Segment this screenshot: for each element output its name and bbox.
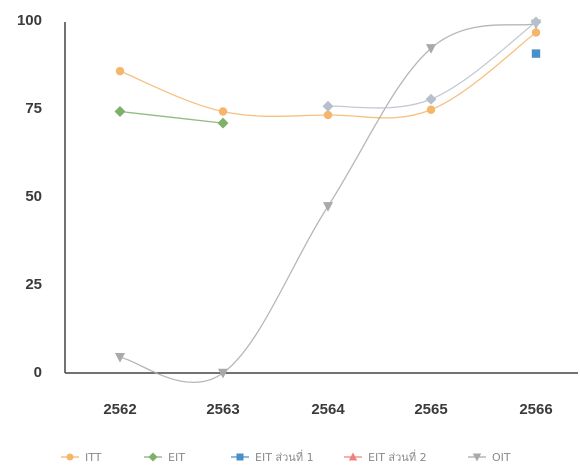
legend-label: ITT: [85, 451, 102, 464]
legend-marker: [148, 452, 158, 462]
legend-marker: [66, 453, 74, 461]
y-tick-label: 25: [25, 276, 42, 293]
x-tick-label: 2564: [311, 401, 345, 418]
legend-item[interactable]: EIT ส่วนที่ 2: [344, 449, 427, 464]
legend-item[interactable]: ITT: [61, 451, 102, 464]
data-point: [426, 105, 436, 114]
legend-item[interactable]: OIT: [468, 451, 511, 464]
legend-label: EIT ส่วนที่ 1: [255, 449, 314, 464]
legend-item[interactable]: EIT: [144, 451, 185, 464]
legend-marker: [348, 452, 358, 461]
legend: ITT EIT EIT ส่วนที่ 1 EIT ส่วนที่ 2 OIT: [61, 449, 511, 464]
data-point: [322, 100, 334, 112]
series-markers: [114, 16, 542, 379]
legend-label: EIT ส่วนที่ 2: [368, 449, 427, 464]
data-point: [114, 353, 126, 363]
data-point: [115, 66, 125, 76]
legend-marker: [236, 453, 244, 461]
y-tick-label: 0: [34, 364, 42, 381]
data-point: [425, 44, 437, 54]
legend-label: EIT: [168, 451, 185, 464]
data-point: [218, 107, 228, 116]
axes: [64, 22, 578, 374]
legend-label: OIT: [492, 451, 511, 464]
data-point: [322, 202, 334, 212]
legend-item[interactable]: EIT ส่วนที่ 1: [231, 449, 314, 464]
x-tick-label: 2565: [414, 401, 447, 418]
data-point: [530, 16, 542, 28]
data-point: [114, 106, 126, 117]
x-tick-label: 2562: [103, 401, 136, 418]
y-tick-label: 75: [25, 100, 42, 117]
data-point: [531, 28, 541, 37]
data-point: [425, 93, 437, 105]
y-tick-label: 100: [17, 12, 42, 29]
data-point: [323, 110, 333, 120]
series-line: [119, 110, 224, 124]
y-tick-label: 50: [25, 188, 42, 205]
data-point: [531, 49, 541, 58]
data-point: [217, 368, 229, 379]
x-tick-labels: 2562 2563 2564 2565 2566: [103, 401, 552, 418]
data-point: [217, 117, 229, 129]
legend-marker: [472, 453, 482, 462]
x-tick-label: 2566: [519, 401, 552, 418]
x-tick-label: 2563: [206, 401, 239, 418]
y-tick-labels: 0 25 50 75 100: [17, 12, 42, 381]
